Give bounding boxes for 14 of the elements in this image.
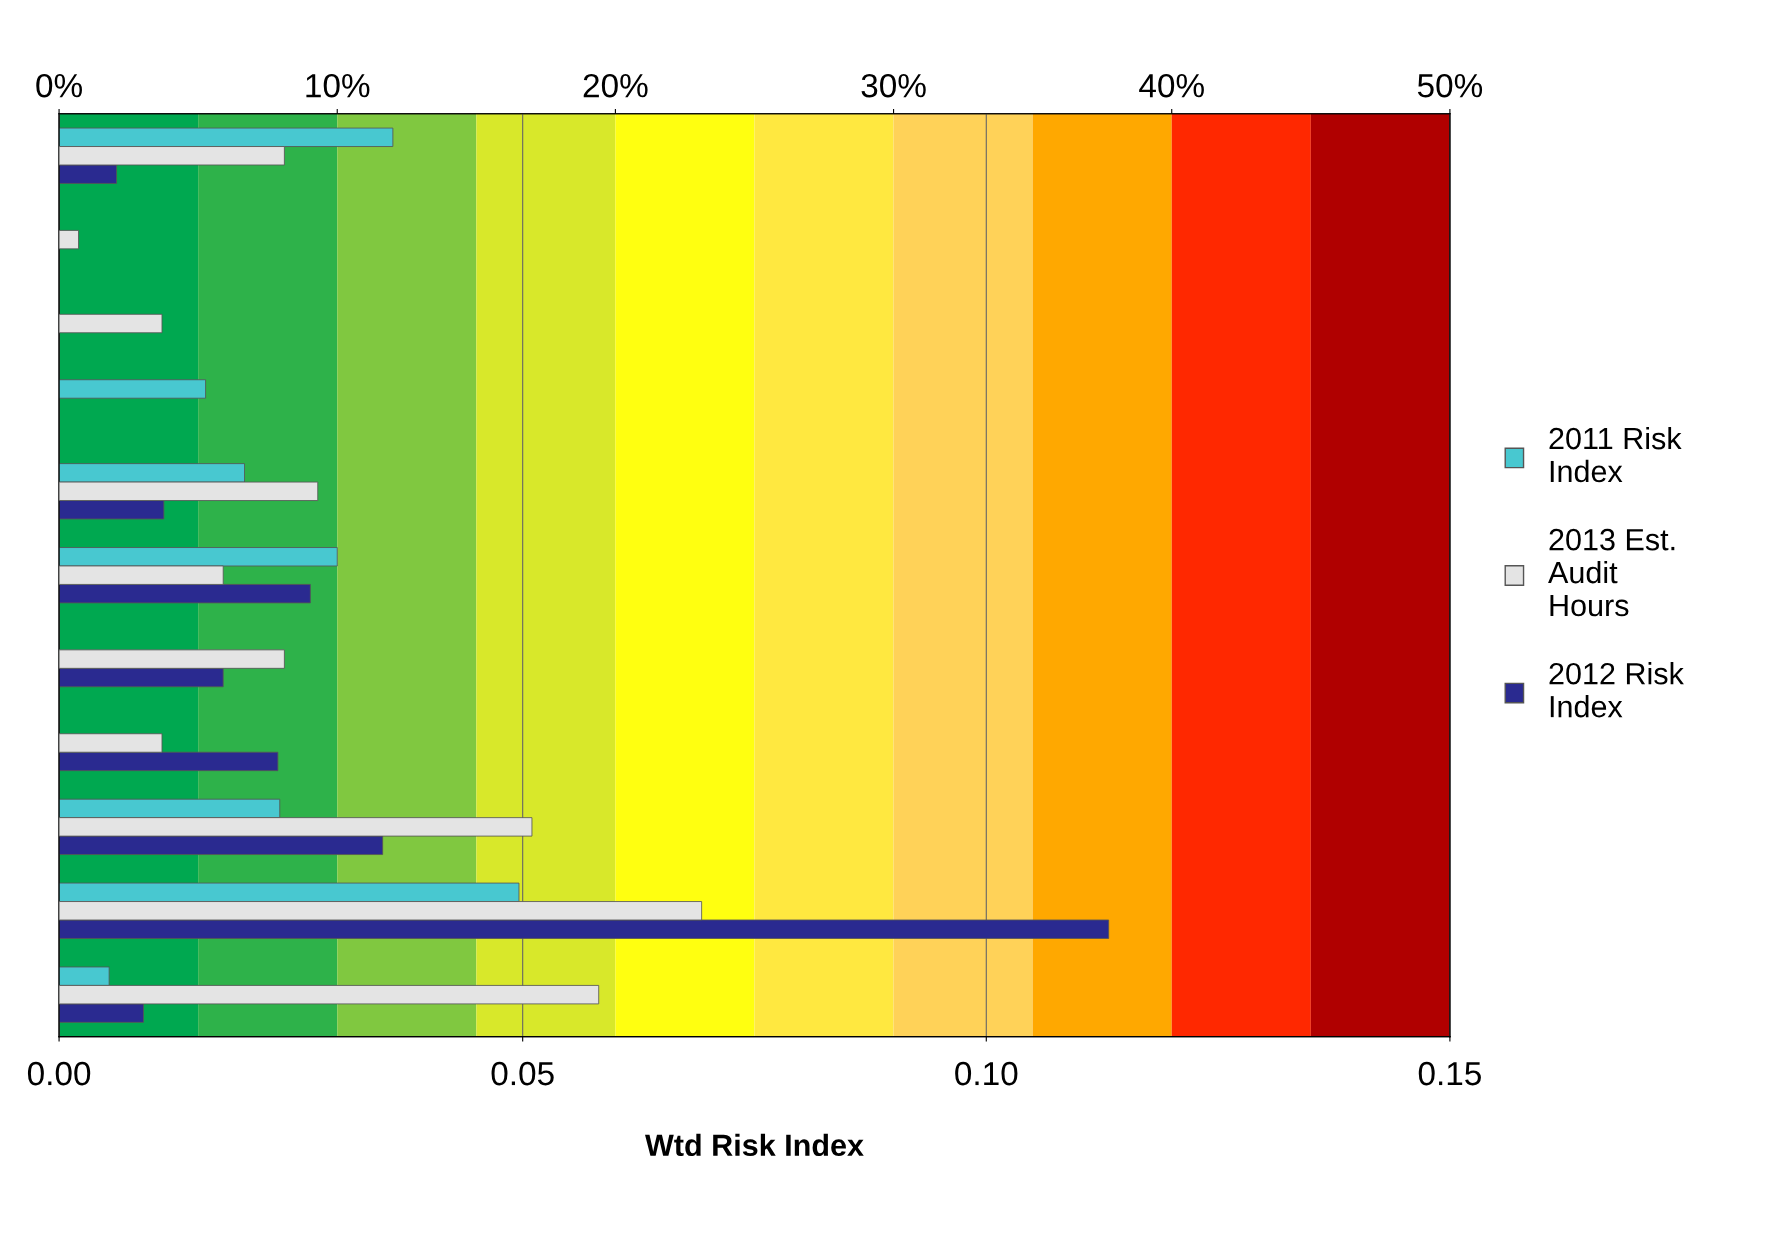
x2-tick-label: 10%	[306, 73, 370, 98]
x-tick-label: 0.15	[1418, 1061, 1481, 1086]
x2-tick-label: 0%	[36, 73, 82, 98]
legend-label: 2013 Est. Audit Hours	[1548, 528, 1675, 617]
x-tick-label: 0.10	[955, 1061, 1018, 1086]
legend-label: 2012 Risk Index	[1549, 662, 1684, 718]
x2-tick-label: 40%	[1139, 73, 1204, 98]
x-tick-label: 0.05	[491, 1061, 554, 1086]
x-tick-label: 0.00	[27, 1061, 91, 1086]
x2-tick-label: 30%	[861, 73, 926, 98]
legend-label: 2011 Risk Index	[1549, 426, 1682, 483]
x2-tick-label: 20%	[583, 73, 648, 98]
x2-tick-label: 50%	[1417, 73, 1483, 98]
x-axis-title: Wtd Risk Index	[645, 1133, 864, 1157]
